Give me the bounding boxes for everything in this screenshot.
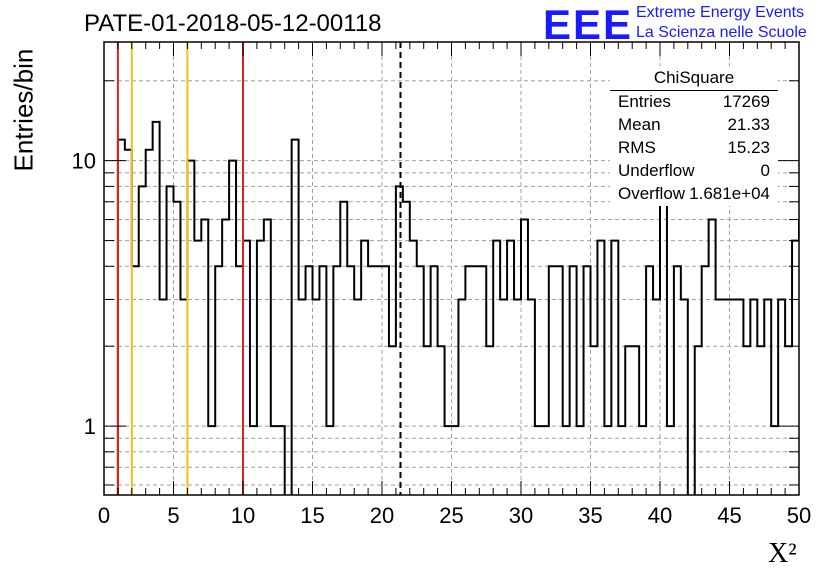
x-tick-label: 25 xyxy=(439,503,463,528)
stats-divider xyxy=(610,90,778,91)
x-axis-label: X² xyxy=(768,538,797,569)
stats-key: Overflow xyxy=(618,184,686,203)
x-tick-label: 50 xyxy=(787,503,811,528)
stats-key: Entries xyxy=(618,92,671,111)
x-tick-label: 0 xyxy=(98,503,110,528)
stats-title: ChiSquare xyxy=(653,68,735,87)
x-tick-label: 15 xyxy=(300,503,324,528)
eee-logo: EEE xyxy=(543,1,634,48)
stats-box: ChiSquare Entries 17269 Mean 21.33 RMS 15.2… xyxy=(610,66,778,206)
stats-value: 21.33 xyxy=(727,115,770,134)
x-tick-label: 30 xyxy=(509,503,533,528)
stats-key: Mean xyxy=(618,115,661,134)
y-tick-label: 10 xyxy=(72,149,96,174)
logo-line-1: Extreme Energy Events xyxy=(636,4,805,21)
stats-key: RMS xyxy=(618,138,656,157)
stats-value: 1.681e+04 xyxy=(689,184,770,203)
x-tick-label: 20 xyxy=(370,503,394,528)
x-tick-label: 35 xyxy=(578,503,602,528)
stats-value: 17269 xyxy=(722,92,770,111)
stats-value: 15.23 xyxy=(727,138,770,157)
y-tick-label: 1 xyxy=(84,414,96,439)
x-tick-label: 45 xyxy=(717,503,741,528)
logo-line-2: La Scienza nelle Scuole xyxy=(636,24,807,41)
x-tick-label: 5 xyxy=(167,503,179,528)
y-axis-label: Entries/bin xyxy=(8,48,39,172)
x-tick-label: 10 xyxy=(231,503,255,528)
chart-title: PATE-01-2018-05-12-00118 xyxy=(84,10,382,37)
x-tick-label: 40 xyxy=(648,503,672,528)
stats-value: 0 xyxy=(760,161,770,180)
stats-key: Underflow xyxy=(618,161,695,180)
